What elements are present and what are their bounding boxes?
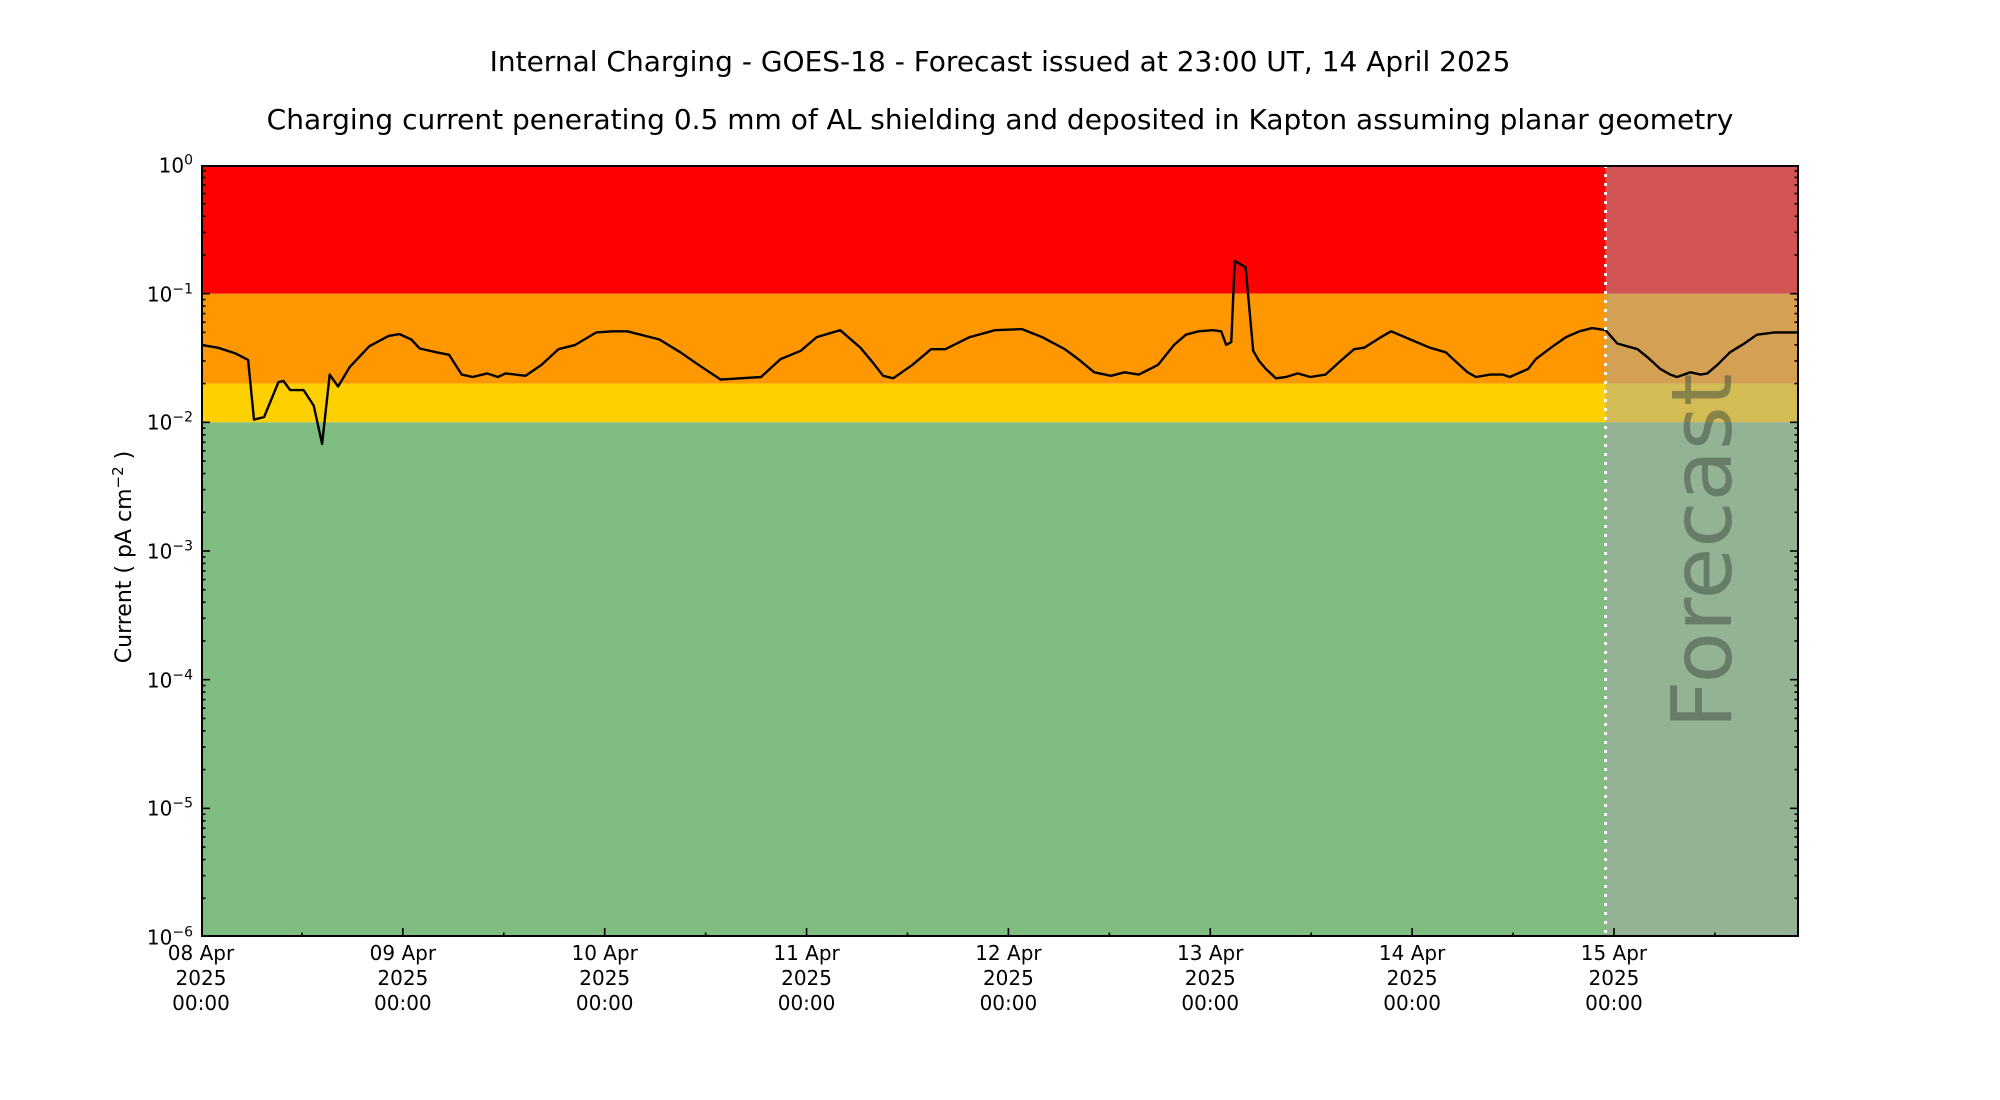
- plot-border: [201, 165, 1799, 937]
- x-tick-label: 13 Apr 2025 00:00: [1177, 941, 1244, 1015]
- x-tick-label: 09 Apr 2025 00:00: [369, 941, 437, 1015]
- x-tick-label: 14 Apr 2025 00:00: [1378, 941, 1446, 1015]
- x-tick-label: 08 Apr 2025 00:00: [167, 941, 235, 1015]
- band-red: [201, 165, 1799, 294]
- page-title: Internal Charging - GOES-18 - Forecast i…: [489, 45, 1511, 78]
- chart-svg: [201, 165, 1799, 937]
- y-tick-label: 10−6: [146, 924, 193, 950]
- y-axis-label-end: ): [112, 450, 138, 467]
- forecast-overlay: [1605, 165, 1799, 937]
- forecast-watermark: Forecast: [1653, 373, 1751, 729]
- band-green: [201, 422, 1799, 937]
- y-axis-label-text: Current ( pA cm: [112, 488, 138, 664]
- band-orange: [201, 293, 1799, 384]
- y-tick-label: 10−3: [146, 538, 193, 564]
- y-tick-label: 10−2: [146, 410, 193, 435]
- y-axis-label-exponent: −2: [108, 466, 127, 489]
- y-tick-label: 10−4: [146, 667, 193, 692]
- x-tick-label: 11 Apr 2025 00:00: [773, 941, 840, 1015]
- x-tick-label: 10 Apr 2025 00:00: [571, 941, 638, 1015]
- chart-subtitle: Charging current penerating 0.5 mm of AL…: [266, 103, 1734, 136]
- band-yellow: [201, 383, 1799, 423]
- x-tick-label: 15 Apr 2025 00:00: [1580, 941, 1648, 1015]
- y-tick-label: 10−5: [146, 796, 193, 821]
- y-tick-label: 10−1: [146, 281, 193, 306]
- plot-area: Forecast: [201, 165, 1799, 937]
- data-line: [201, 259, 1799, 446]
- y-tick-label: 100: [158, 152, 193, 178]
- x-tick-label: 12 Apr 2025 00:00: [975, 941, 1042, 1015]
